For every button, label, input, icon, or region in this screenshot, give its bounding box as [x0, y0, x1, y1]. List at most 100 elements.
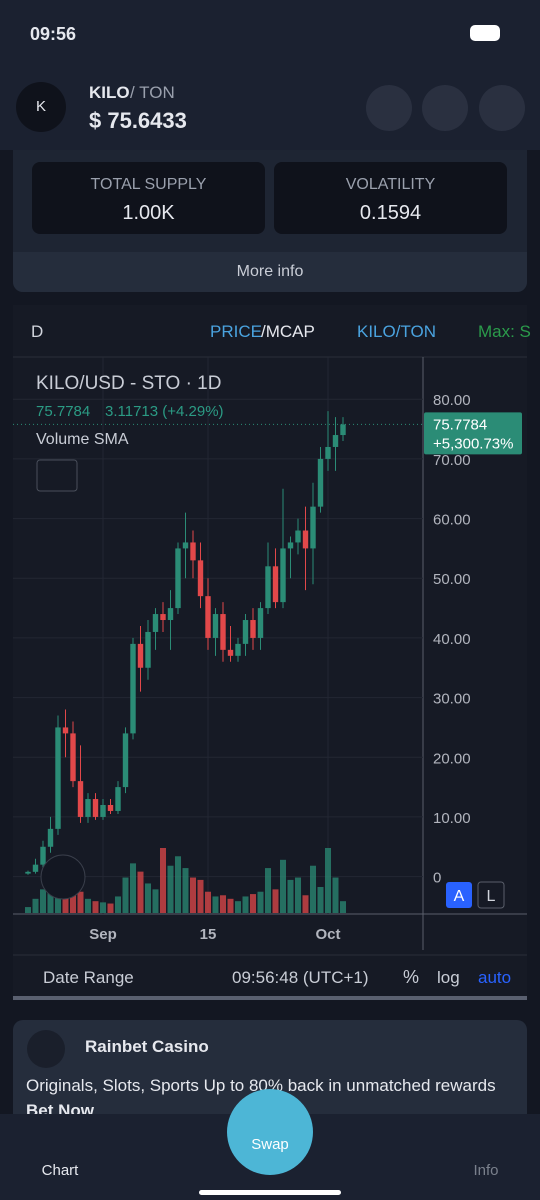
- volume-bar: [205, 891, 211, 913]
- date-range[interactable]: Date Range: [43, 968, 134, 987]
- y-tick-label: 80.00: [433, 392, 471, 409]
- search-button[interactable]: [366, 85, 412, 131]
- header: K KILO / TON $ 75.6433: [0, 68, 540, 150]
- volume-bar: [250, 894, 256, 913]
- candle-body: [167, 608, 174, 621]
- candle-body: [317, 458, 324, 507]
- log-toggle[interactable]: log: [437, 968, 460, 987]
- candle-body: [47, 828, 54, 847]
- swap-button[interactable]: Swap: [227, 1089, 313, 1175]
- tv-logo: [40, 854, 86, 900]
- stat-label: TOTAL SUPPLY: [90, 176, 207, 193]
- volume-bar: [25, 907, 31, 913]
- auto-toggle[interactable]: auto: [478, 968, 511, 987]
- volume-bar: [257, 891, 264, 913]
- avatar: K: [16, 82, 66, 132]
- nav-chart[interactable]: Chart: [41, 1162, 79, 1179]
- menu-button[interactable]: [479, 85, 525, 131]
- y-tick-label: 50.00: [433, 571, 471, 588]
- volume-bar: [32, 898, 39, 913]
- volume-bar: [227, 898, 234, 913]
- candle-body: [287, 542, 294, 549]
- resize-bar[interactable]: [13, 996, 527, 1000]
- candle-body: [85, 799, 91, 817]
- x-tick-label: 15: [200, 926, 217, 943]
- volume-bar: [242, 896, 249, 913]
- stats-panel: TOTAL SUPPLY 1.00K VOLATILITY 0.1594 Mor…: [13, 150, 527, 292]
- volume-bar: [332, 877, 339, 913]
- volume-bar: [190, 877, 196, 913]
- mcap-toggle[interactable]: /MCAP: [261, 322, 315, 341]
- candle-body: [310, 506, 316, 549]
- volume-bar: [295, 877, 301, 913]
- max[interactable]: Max: S: [478, 322, 531, 341]
- battery: [470, 25, 500, 41]
- candle-body: [332, 435, 339, 447]
- candle-body: [212, 614, 219, 638]
- candle-body: [197, 560, 204, 597]
- candle-body: [152, 614, 159, 632]
- candle-body: [40, 846, 46, 865]
- candle-body: [280, 548, 286, 603]
- ad-name: Rainbet Casino: [85, 1037, 209, 1056]
- a-label[interactable]: A: [454, 888, 465, 905]
- collapse-button[interactable]: [36, 459, 78, 492]
- volume-bar: [325, 848, 331, 913]
- candle-body: [235, 643, 241, 656]
- volume-bar: [122, 877, 129, 913]
- volume-bar: [40, 889, 46, 913]
- y-tick-label: 30.00: [433, 691, 471, 708]
- last-price-label: 75.7784: [433, 416, 487, 433]
- y-tick-label: 60.00: [433, 512, 471, 529]
- candle-body: [55, 727, 61, 829]
- x-tick-label: Oct: [315, 926, 340, 943]
- candle-body: [302, 530, 309, 549]
- last-price-tag: [424, 412, 522, 455]
- price-toggle[interactable]: PRICE: [210, 322, 262, 341]
- volume-bar: [265, 868, 271, 913]
- legend-indicator: Volume SMA: [36, 431, 129, 448]
- stat-value: 0.1594: [359, 202, 422, 224]
- more-info[interactable]: More info: [13, 252, 527, 292]
- volume-bar: [137, 871, 144, 913]
- l-label[interactable]: L: [487, 888, 496, 905]
- candle-body: [340, 424, 346, 436]
- chart-title: KILO/USD - STO · 1D: [36, 373, 221, 394]
- volume-bar: [287, 879, 294, 913]
- nav-info[interactable]: Info: [473, 1162, 499, 1179]
- y-tick-label: 20.00: [433, 750, 471, 767]
- ad-banner[interactable]: Rainbet Casino Originals, Slots, Sports …: [13, 1020, 527, 1120]
- volume-bar: [85, 898, 91, 913]
- clock: 09:56:48 (UTC+1): [232, 968, 369, 987]
- candle-body: [257, 608, 264, 638]
- symbol: KILO: [89, 83, 130, 102]
- volume-bar: [235, 901, 241, 913]
- volume-bar: [115, 896, 121, 913]
- candle-body: [25, 871, 31, 874]
- volume-bar: [47, 879, 54, 913]
- candle-body: [130, 643, 136, 734]
- quote: / TON: [130, 83, 175, 102]
- candle-body: [137, 643, 144, 668]
- percent-toggle[interactable]: %: [403, 967, 419, 987]
- candle-body: [190, 542, 196, 561]
- auto-scale-button[interactable]: [446, 882, 472, 908]
- volume-bar: [280, 859, 286, 913]
- volume-bar: [310, 865, 316, 913]
- candle-body: [182, 542, 189, 549]
- volume-bar: [100, 902, 106, 913]
- swap-label[interactable]: Swap: [251, 1136, 289, 1153]
- interval[interactable]: D: [31, 322, 43, 341]
- candle-body: [205, 596, 211, 638]
- candle-body: [77, 781, 84, 817]
- pair[interactable]: KILO/TON: [357, 322, 436, 341]
- volume-bar: [220, 895, 226, 913]
- legend-price: 75.7784: [36, 403, 90, 420]
- candle-body: [250, 620, 256, 638]
- favorite-button[interactable]: [422, 85, 468, 131]
- status-bar: 09:56: [0, 0, 540, 68]
- log-button[interactable]: [477, 881, 505, 909]
- candle-body: [175, 548, 181, 609]
